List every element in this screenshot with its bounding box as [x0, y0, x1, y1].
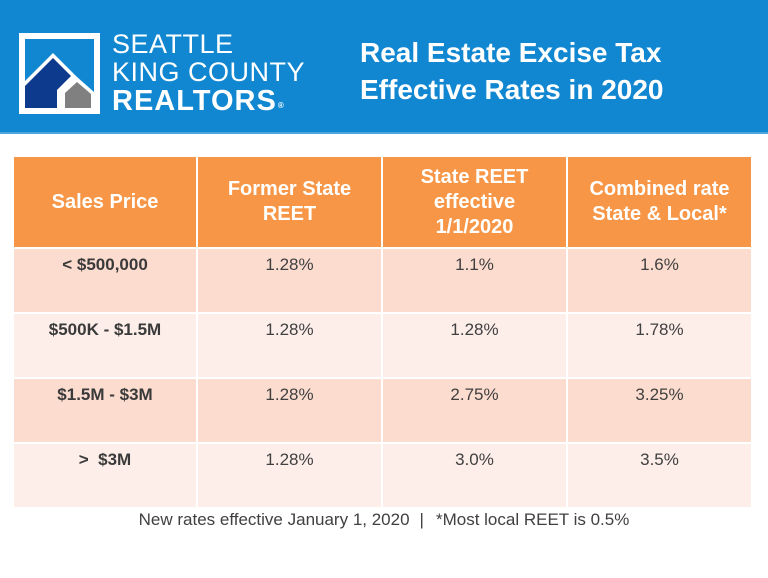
- footer-note: New rates effective January 1, 2020 | *Mos…: [0, 510, 768, 530]
- header-combined-rate: Combined rate State & Local*: [566, 155, 753, 249]
- header-state-reet-2020: State REET effective 1/1/2020: [381, 155, 568, 249]
- table-row: < $500,000 1.28% 1.1% 1.6%: [12, 247, 753, 314]
- cell-sales-price: < $500,000: [12, 247, 198, 314]
- cell-former-state-reet: 1.28%: [196, 312, 383, 379]
- header-former-state-reet: Former State REET: [196, 155, 383, 249]
- logo-wordmark: SEATTLE KING COUNTY REALTORS®: [112, 30, 305, 117]
- cell-state-reet-2020: 1.1%: [381, 247, 568, 314]
- registered-mark: ®: [277, 101, 285, 110]
- logo-realtors-text: REALTORS: [112, 85, 277, 117]
- header-banner: SEATTLE KING COUNTY REALTORS® Real Estat…: [0, 0, 768, 132]
- header-sales-price: Sales Price: [12, 155, 198, 249]
- page-title-line-2: Effective Rates in 2020: [360, 74, 664, 105]
- cell-combined-rate: 3.5%: [566, 442, 753, 509]
- footer-effective-date: New rates effective January 1, 2020: [138, 510, 410, 529]
- footer-local-reet-note: *Most local REET is 0.5%: [435, 510, 630, 529]
- cell-state-reet-2020: 2.75%: [381, 377, 568, 444]
- table-row: > $3M 1.28% 3.0% 3.5%: [12, 442, 753, 509]
- banner-divider: [0, 132, 768, 134]
- cell-sales-price: $500K - $1.5M: [12, 312, 198, 379]
- cell-former-state-reet: 1.28%: [196, 442, 383, 509]
- logo-line-seattle: SEATTLE: [112, 29, 234, 59]
- cell-combined-rate: 3.25%: [566, 377, 753, 444]
- page-title: Real Estate Excise Tax Effective Rates i…: [360, 34, 720, 108]
- reet-rates-table: Sales Price Former State REET State REET e…: [12, 155, 753, 509]
- cell-state-reet-2020: 3.0%: [381, 442, 568, 509]
- table-header-row: Sales Price Former State REET State REET e…: [12, 155, 753, 249]
- house-roof-logo-icon: [19, 33, 100, 114]
- cell-state-reet-2020: 1.28%: [381, 312, 568, 379]
- footer-separator: |: [419, 510, 424, 529]
- table-row: $500K - $1.5M 1.28% 1.28% 1.78%: [12, 312, 753, 379]
- table-row: $1.5M - $3M 1.28% 2.75% 3.25%: [12, 377, 753, 444]
- cell-former-state-reet: 1.28%: [196, 247, 383, 314]
- logo-line-realtors: REALTORS®: [112, 86, 305, 117]
- cell-combined-rate: 1.78%: [566, 312, 753, 379]
- cell-sales-price: $1.5M - $3M: [12, 377, 198, 444]
- cell-former-state-reet: 1.28%: [196, 377, 383, 444]
- logo-line-king-county: KING COUNTY: [112, 57, 306, 87]
- cell-combined-rate: 1.6%: [566, 247, 753, 314]
- cell-sales-price: > $3M: [12, 442, 198, 509]
- page-title-line-1: Real Estate Excise Tax: [360, 37, 662, 68]
